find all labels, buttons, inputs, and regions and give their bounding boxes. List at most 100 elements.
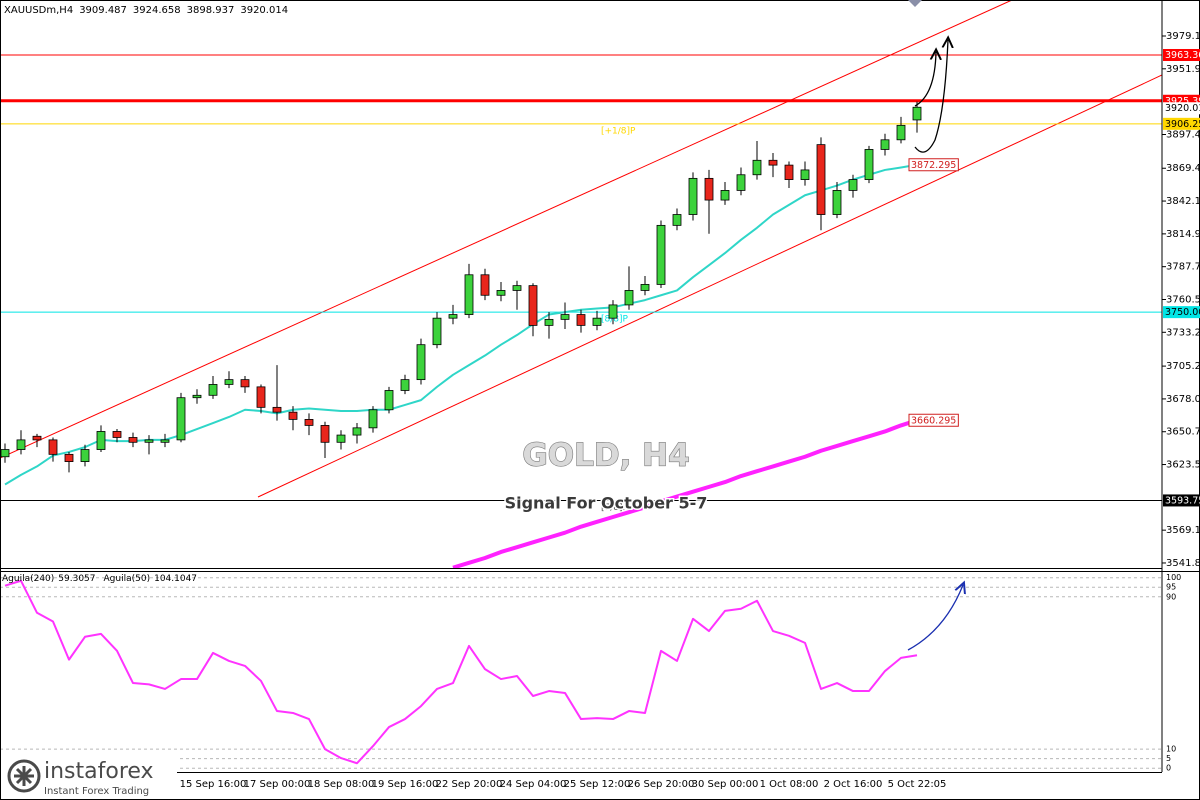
y-tick-label: 100 bbox=[1166, 573, 1181, 582]
overlay: GOLD, H4 Signal For October 5-7 3872.295… bbox=[503, 0, 963, 651]
candle-body bbox=[784, 164, 794, 180]
logo-icon bbox=[14, 766, 34, 786]
candle-body bbox=[480, 274, 490, 296]
x-tick-label: 19 Sep 16:00 bbox=[372, 779, 439, 790]
candle-body bbox=[832, 190, 842, 215]
candle-body bbox=[272, 406, 282, 413]
candle-body bbox=[672, 214, 682, 226]
candle-body bbox=[864, 149, 874, 180]
candle-body bbox=[288, 411, 298, 420]
x-tick-label: 1 Oct 08:00 bbox=[760, 779, 819, 790]
arrow bbox=[914, 40, 948, 153]
y-tick-label: 3650.775 bbox=[1166, 427, 1200, 438]
last-price-label-bg bbox=[1163, 102, 1200, 115]
x-tick-label: 22 Sep 20:00 bbox=[436, 779, 503, 790]
ohlc-low: 3898.937 bbox=[187, 5, 235, 16]
candle-body bbox=[320, 425, 330, 443]
candle-body bbox=[64, 453, 74, 462]
ohlc-close: 3920.014 bbox=[240, 5, 288, 16]
logo-icon bbox=[7, 759, 41, 793]
y-tick-label: 3760.500 bbox=[1166, 294, 1200, 305]
candle-body bbox=[224, 379, 234, 385]
level-label: 3925.393 bbox=[1165, 96, 1200, 107]
y-tick-label: 3787.725 bbox=[1166, 262, 1200, 273]
candle-body bbox=[368, 409, 378, 429]
candle-body bbox=[336, 434, 346, 443]
indicator-name: Aguila(50) bbox=[104, 574, 151, 584]
candle-body bbox=[496, 290, 506, 296]
candle-body bbox=[384, 390, 394, 411]
y-tick-label: 3705.225 bbox=[1166, 361, 1200, 372]
last-price-label: 3920.014 bbox=[1165, 103, 1200, 114]
candle-body bbox=[144, 439, 154, 443]
candle-body bbox=[208, 384, 218, 396]
shift-marker bbox=[908, 0, 922, 7]
x-tick-label: 26 Sep 20:00 bbox=[628, 779, 695, 790]
candle-body bbox=[464, 274, 474, 315]
indicator-value: 104.1047 bbox=[154, 574, 197, 584]
y-tick-label: 3869.400 bbox=[1166, 163, 1200, 174]
candle-body bbox=[528, 285, 538, 326]
level-tag: [+1/8]P bbox=[601, 126, 636, 136]
candle-body bbox=[800, 169, 810, 180]
candle-body bbox=[128, 437, 138, 443]
ma-line bbox=[452, 418, 918, 568]
ma-end-label: 3872.295 bbox=[911, 160, 956, 171]
candle-body bbox=[576, 314, 586, 326]
candle-body bbox=[448, 314, 458, 319]
candle-body bbox=[912, 106, 922, 121]
candle-body bbox=[736, 174, 746, 191]
candle-body bbox=[704, 177, 714, 201]
y-tick-label: 5 bbox=[1166, 754, 1171, 763]
overlay-title: GOLD, H4 bbox=[522, 438, 689, 474]
level-label: 3593.750 bbox=[1165, 495, 1200, 506]
y-tick-label: 3623.550 bbox=[1166, 460, 1200, 471]
arrow bbox=[914, 52, 936, 107]
candle-body bbox=[848, 179, 858, 191]
candle-body bbox=[560, 314, 570, 320]
ohlc-high: 3924.658 bbox=[133, 5, 181, 16]
x-tick-label: 15 Sep 16:00 bbox=[180, 779, 247, 790]
ma-end-label: 3660.295 bbox=[911, 415, 956, 426]
candle-body bbox=[48, 439, 58, 455]
y-tick-label: 3842.175 bbox=[1166, 196, 1200, 207]
candle-body bbox=[0, 449, 10, 458]
candle-body bbox=[304, 419, 314, 426]
logo: instaforex Instant Forex Trading bbox=[1, 752, 177, 799]
chart-header: XAUUSDm,H4 3909.487 3924.658 3898.937 3920.0… bbox=[4, 5, 288, 16]
candle-body bbox=[768, 159, 778, 166]
candle-body bbox=[608, 304, 618, 319]
candle-body bbox=[816, 144, 826, 215]
ma-end-label-bg bbox=[908, 413, 959, 427]
candle-body bbox=[752, 159, 762, 176]
x-tick-label: 30 Sep 00:00 bbox=[692, 779, 759, 790]
y-tick-label: 95 bbox=[1166, 583, 1176, 592]
indicator-header: Aguila(240) 59.3057 Aguila(50) 104.1047 bbox=[2, 574, 197, 584]
channel-upper bbox=[0, 0, 1013, 459]
candle-body bbox=[880, 139, 890, 150]
brand-name: instaforex bbox=[44, 759, 154, 784]
y-tick-label: 3897.400 bbox=[1166, 129, 1200, 140]
y-tick-label: 10 bbox=[1166, 745, 1176, 754]
level-tag: [7/8]P bbox=[601, 503, 629, 513]
candle-body bbox=[896, 124, 906, 141]
x-tick-label: 5 Oct 22:05 bbox=[888, 779, 947, 790]
symbol: XAUUSDm,H4 bbox=[4, 5, 73, 16]
price-panel: [+1/8]P [8/8]P [7/8]P bbox=[0, 0, 1162, 568]
candle-body bbox=[16, 439, 26, 450]
indicator-value: 59.3057 bbox=[58, 574, 95, 584]
ma-line bbox=[4, 163, 918, 486]
y-tick-label: 3733.275 bbox=[1166, 327, 1200, 338]
candle-body bbox=[80, 449, 90, 462]
candle-body bbox=[416, 344, 426, 381]
y-tick-label: 3951.900 bbox=[1166, 64, 1200, 75]
indicator-name: Aguila(240) bbox=[2, 574, 54, 584]
y-tick-label: 3979.125 bbox=[1166, 31, 1200, 42]
candle-body bbox=[656, 224, 666, 285]
channel-lower bbox=[257, 74, 1162, 498]
x-tick-label: 24 Sep 04:00 bbox=[500, 779, 567, 790]
candle-body bbox=[112, 431, 122, 438]
y-tick-label: 3569.100 bbox=[1166, 525, 1200, 536]
